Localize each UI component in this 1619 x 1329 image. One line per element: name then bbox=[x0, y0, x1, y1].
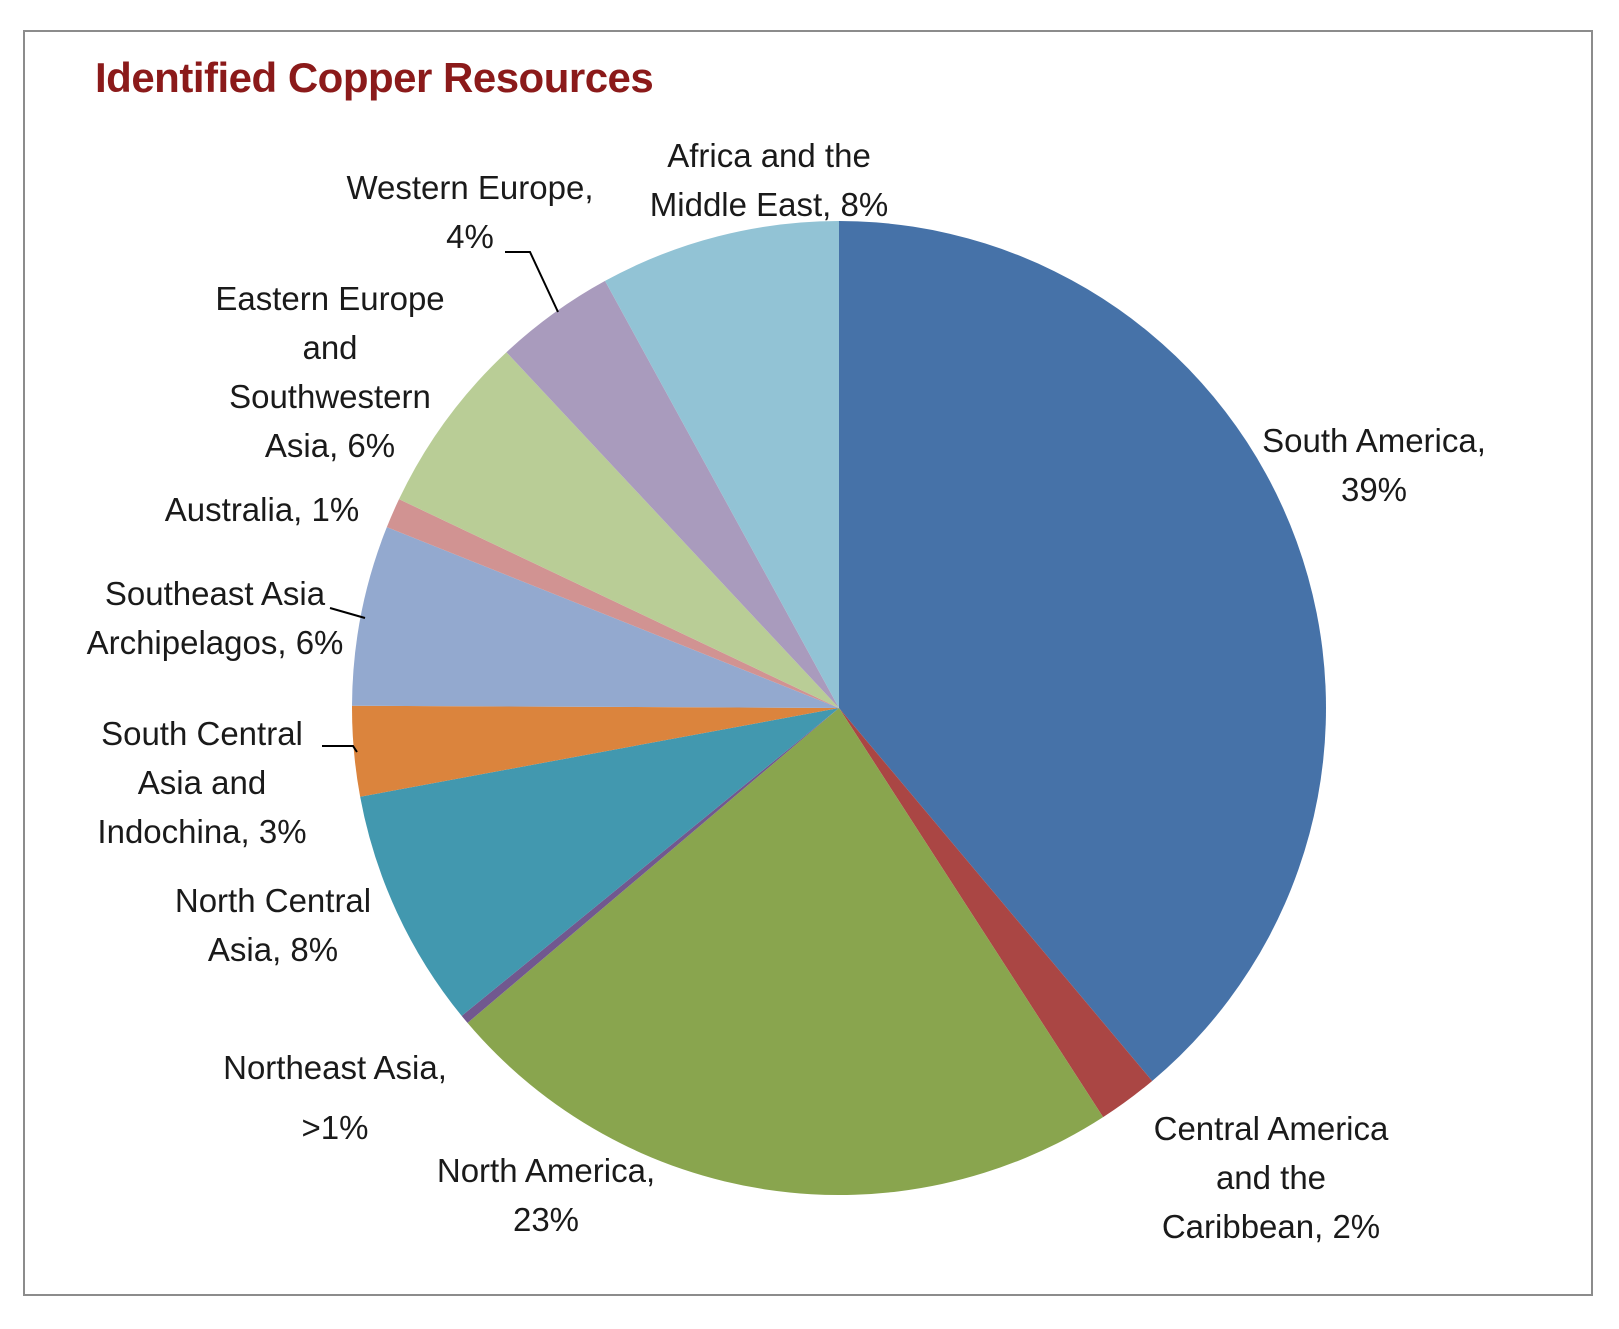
slice-label-line: Asia and bbox=[138, 764, 266, 801]
slice-label-line: Western Europe, bbox=[346, 169, 593, 206]
slice-label-northeast-asia: Northeast Asia, >1% bbox=[223, 1049, 447, 1146]
pie-chart: South America, 39%Central America and the C… bbox=[87, 137, 1486, 1245]
slice-label-line: and bbox=[302, 329, 357, 366]
leader-line-south-central-asia-and-indochina bbox=[322, 745, 358, 753]
pie-slice-central-america-and-the-caribbean bbox=[839, 708, 1153, 1118]
pie-slice-australia bbox=[386, 499, 839, 708]
leader-line-southeast-asia-archipelagos bbox=[329, 607, 366, 619]
slice-label-eastern-europe-and-southwestern-asia: Eastern Europe and Southwestern Asia, 6% bbox=[215, 280, 444, 464]
slice-label-line: Asia, 6% bbox=[265, 427, 395, 464]
slice-label-line: Caribbean, 2% bbox=[1162, 1208, 1380, 1245]
slice-label-line: South America, bbox=[1262, 422, 1486, 459]
pie-slice-africa-and-the-middle-east bbox=[605, 221, 839, 708]
pie-slice-south-america bbox=[839, 221, 1326, 1081]
slice-label-south-america: South America, 39% bbox=[1262, 422, 1486, 508]
slice-label-line: Central America bbox=[1154, 1110, 1389, 1147]
slice-label-line: 23% bbox=[513, 1201, 579, 1238]
slice-label-line: Asia, 8% bbox=[208, 931, 338, 968]
slice-label-line: Africa and the bbox=[667, 137, 871, 174]
slice-label-africa-and-the-middle-east: Africa and the Middle East, 8% bbox=[650, 137, 888, 223]
slice-label-line: Archipelagos, 6% bbox=[87, 624, 344, 661]
slice-label-australia: Australia, 1% bbox=[165, 491, 359, 528]
slice-label-line: >1% bbox=[302, 1109, 369, 1146]
pie-slice-south-central-asia-and-indochina bbox=[352, 705, 839, 797]
slice-labels: South America, 39%Central America and the C… bbox=[87, 137, 1486, 1245]
slice-label-western-europe: Western Europe, 4% bbox=[346, 169, 593, 255]
pie-slice-northeast-asia bbox=[461, 708, 839, 1023]
slice-label-line: Middle East, 8% bbox=[650, 186, 888, 223]
slice-label-north-central-asia: North Central Asia, 8% bbox=[175, 882, 371, 968]
slice-label-south-central-asia-and-indochina: South Central Asia and Indochina, 3% bbox=[97, 715, 306, 850]
slice-label-southeast-asia-archipelagos: Southeast Asia Archipelagos, 6% bbox=[87, 575, 344, 661]
pie-slice-southeast-asia-archipelagos bbox=[352, 527, 839, 708]
slice-label-line: and the bbox=[1216, 1159, 1326, 1196]
slice-label-central-america-and-the-caribbean: Central America and the Caribbean, 2% bbox=[1154, 1110, 1389, 1245]
pie-slice-north-america bbox=[467, 708, 1104, 1195]
pie-slice-eastern-europe-and-southwestern-asia bbox=[399, 352, 839, 708]
slice-label-line: 4% bbox=[446, 218, 494, 255]
slices-layer bbox=[352, 221, 1326, 1195]
chart-title: Identified Copper Resources bbox=[95, 54, 654, 101]
slice-label-north-america: North America, 23% bbox=[437, 1152, 655, 1238]
slice-label-line: Southeast Asia bbox=[105, 575, 326, 612]
chart-frame: Identified Copper Resources South Americ… bbox=[23, 30, 1593, 1296]
slice-label-line: North America, bbox=[437, 1152, 655, 1189]
slice-label-line: South Central bbox=[101, 715, 303, 752]
slice-label-line: Australia, 1% bbox=[165, 491, 359, 528]
slice-label-line: Eastern Europe bbox=[215, 280, 444, 317]
leader-line-western-europe bbox=[505, 251, 559, 313]
slice-label-line: Southwestern bbox=[229, 378, 431, 415]
pie-slice-north-central-asia bbox=[360, 708, 839, 1016]
slice-label-line: Northeast Asia, bbox=[223, 1049, 447, 1086]
slice-label-line: 39% bbox=[1341, 471, 1407, 508]
leader-lines bbox=[322, 251, 559, 753]
slice-label-line: Indochina, 3% bbox=[97, 813, 306, 850]
pie-slice-western-europe bbox=[506, 280, 839, 708]
slice-label-line: North Central bbox=[175, 882, 371, 919]
